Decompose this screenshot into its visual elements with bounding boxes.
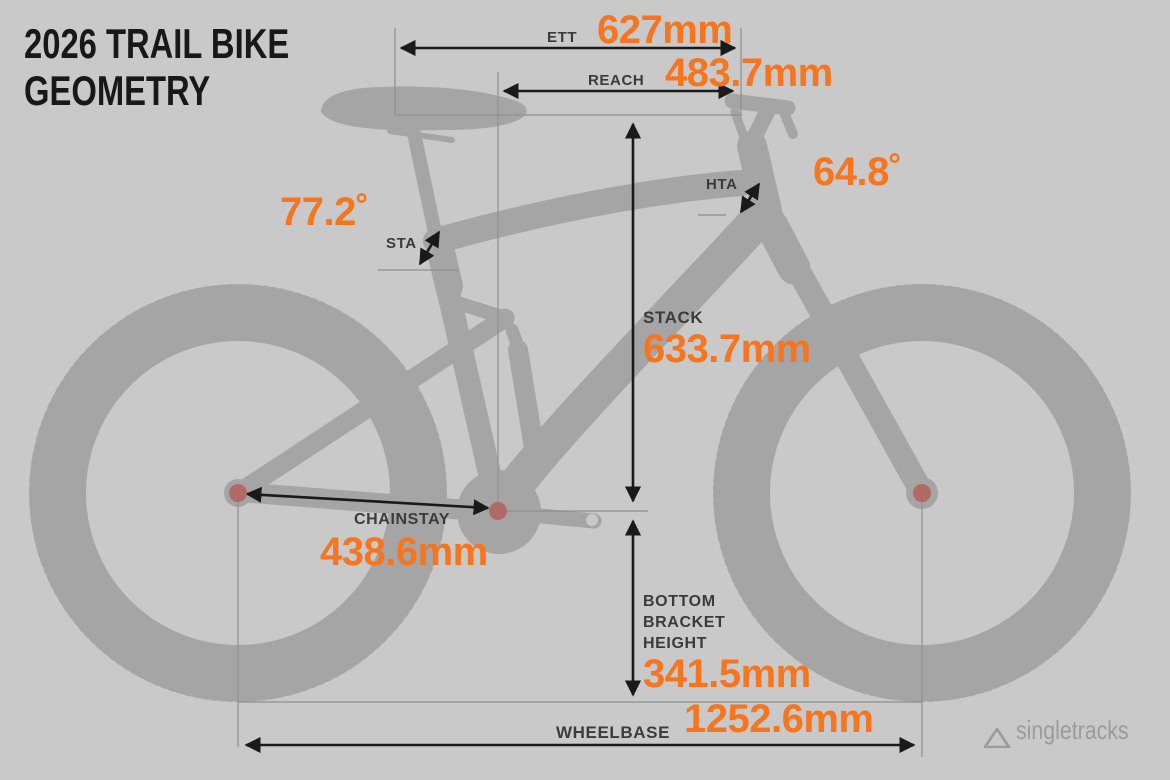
ett-label: ETT	[547, 29, 578, 46]
sta-value: 77.2˚	[280, 190, 369, 234]
stack-value: 633.7mm	[643, 327, 811, 371]
pivot-markers	[229, 484, 931, 520]
wheelbase-label: WHEELBASE	[556, 723, 671, 742]
brand-name: singletracks	[1016, 714, 1129, 745]
measurement-arrows	[244, 39, 916, 754]
hta-value: 64.8˚	[813, 150, 902, 194]
bottom-bracket-height-label: BOTTOM BRACKET HEIGHT	[643, 593, 726, 652]
chainstay-value: 438.6mm	[320, 530, 488, 574]
hta-arrow	[739, 182, 761, 214]
front-axle-marker	[913, 484, 931, 502]
bottom-bracket-height-value: 341.5mm	[643, 652, 811, 696]
reach-label: REACH	[588, 72, 645, 89]
mountain-triangle-icon	[983, 727, 1011, 748]
brand-watermark: singletracks	[982, 708, 1170, 752]
rear-axle-marker	[229, 484, 247, 502]
bottom-bracket-marker	[489, 502, 507, 520]
bike-silhouette	[29, 86, 1131, 702]
chainstay-label: CHAINSTAY	[354, 511, 451, 528]
hta-label: HTA	[706, 176, 738, 193]
saddle	[321, 86, 527, 131]
chainstay-arrow	[245, 486, 490, 516]
sta-arrow	[418, 230, 441, 266]
pedal-hole	[586, 514, 598, 526]
crank-arm	[491, 504, 602, 529]
title-line-2: GEOMETRY	[24, 67, 211, 114]
sta-label: STA	[386, 235, 417, 252]
reference-lines	[237, 28, 923, 757]
title-line-1: 2026 TRAIL BIKE	[24, 20, 290, 67]
reach-value: 483.7mm	[665, 51, 833, 95]
stack-label: STACK	[643, 308, 704, 327]
wheelbase-value: 1252.6mm	[684, 697, 874, 741]
ett-value: 627mm	[597, 8, 733, 52]
page-title: 2026 TRAIL BIKE GEOMETRY	[24, 20, 289, 114]
